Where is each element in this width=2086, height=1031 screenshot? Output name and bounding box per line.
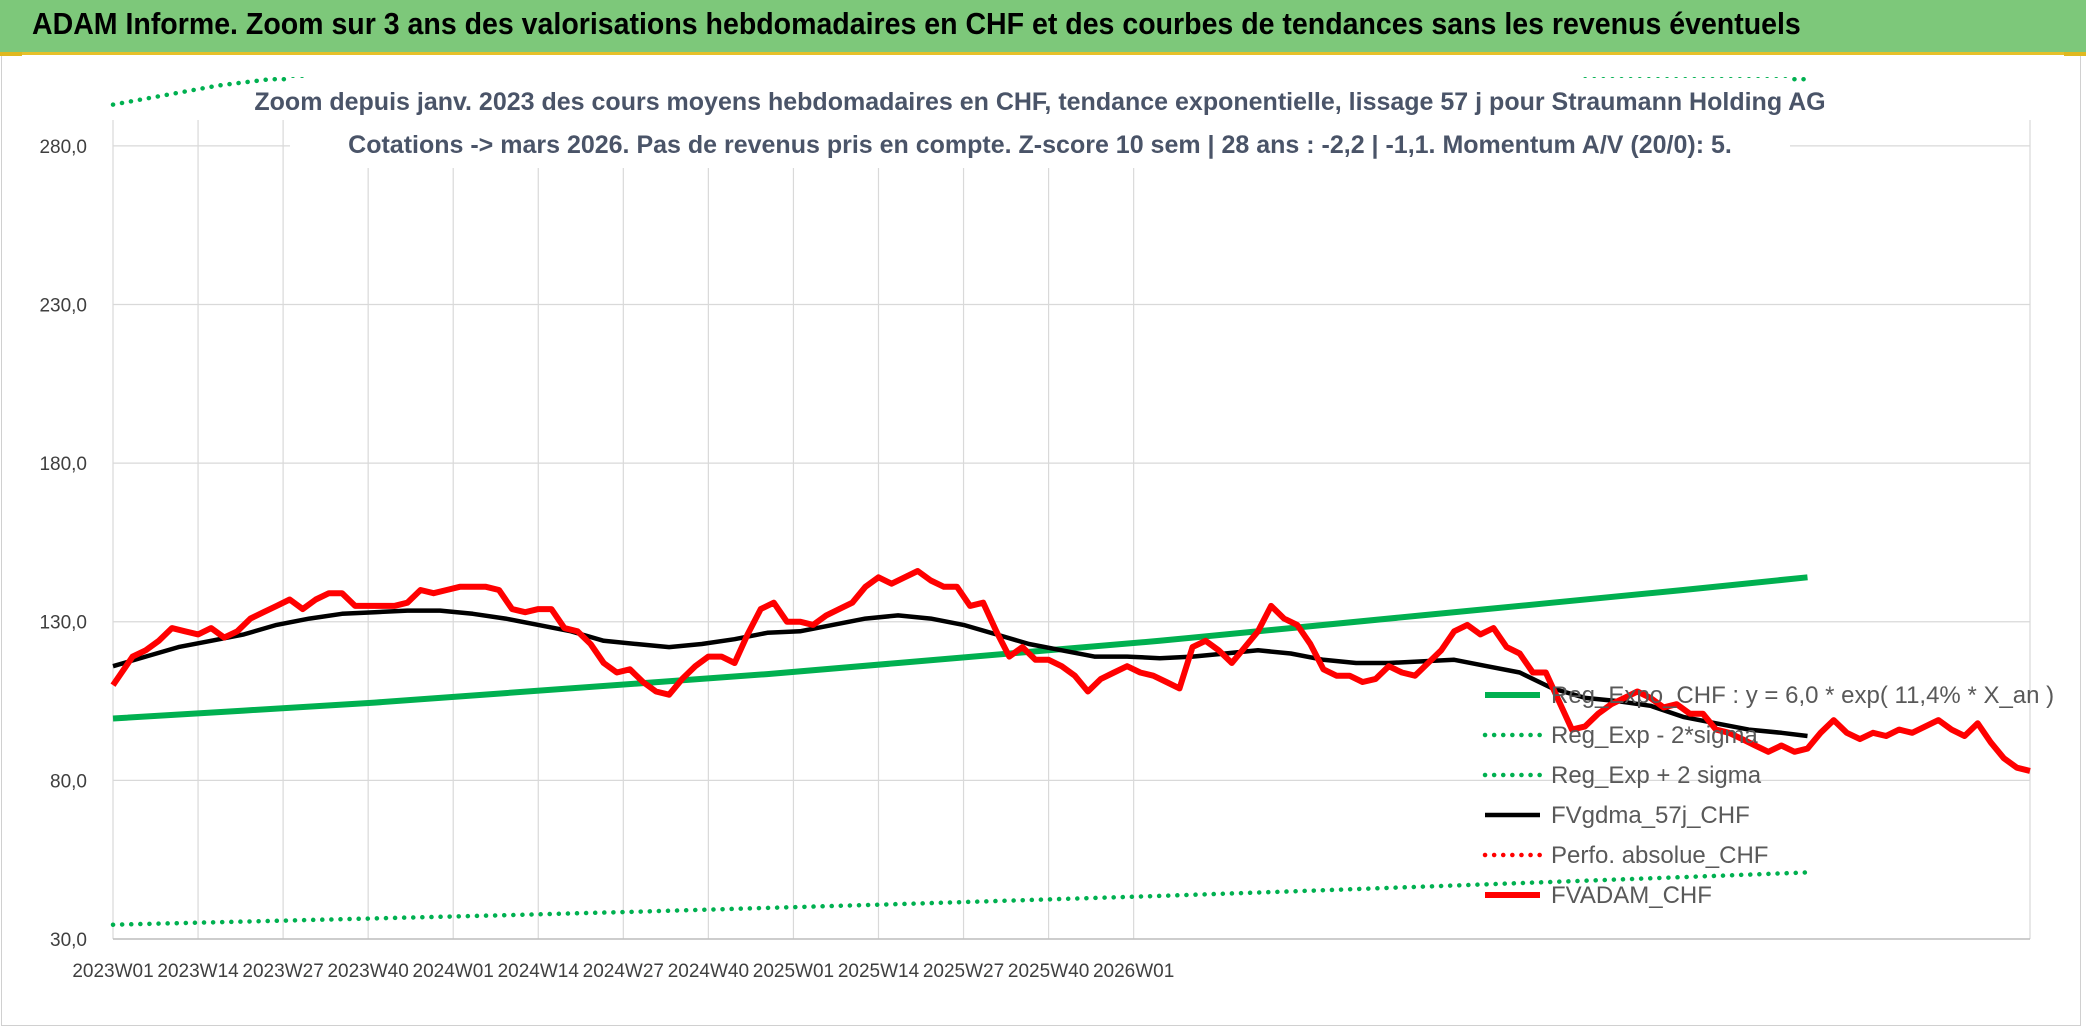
y-tick-label: 280,0: [39, 137, 87, 158]
x-axis-ticks: 2023W01 2023W14 2023W27 2023W40 2024W01 2024W…: [72, 961, 1174, 982]
banner-title: ADAM Informe. Zoom sur 3 ans des valoris…: [32, 6, 1801, 41]
y-tick-label: 180,0: [39, 454, 87, 475]
x-tick-label: 2024W14: [498, 961, 580, 982]
legend-label: Reg_Expo_CHF : y = 6,0 * exp( 11,4% * X_…: [1551, 682, 2054, 709]
chart-legend: Reg_Expo_CHF : y = 6,0 * exp( 11,4% * X_…: [1482, 682, 2054, 909]
x-tick-label: 2024W27: [583, 961, 664, 982]
x-tick-label: 2024W40: [668, 961, 749, 982]
y-tick-label: 130,0: [39, 613, 87, 634]
x-tick-label: 2025W01: [753, 961, 834, 982]
x-tick-label: 2026W01: [1093, 961, 1174, 982]
x-tick-label: 2023W27: [242, 961, 323, 982]
y-tick-label: 30,0: [50, 930, 87, 951]
banner-corner-right: [2064, 52, 2086, 56]
x-tick-label: 2025W14: [838, 961, 920, 982]
banner-corner-left: [0, 52, 22, 56]
series-line-2: [110, 76, 312, 107]
y-tick-label: 230,0: [39, 295, 87, 316]
chart-series: [110, 76, 2031, 927]
x-tick-label: 2023W14: [157, 961, 239, 982]
chart-frame: [1, 56, 2081, 1026]
x-tick-label: 2023W01: [72, 961, 153, 982]
legend-label: Reg_Exp - 2*sigma: [1551, 722, 1758, 749]
x-tick-label: 2025W27: [923, 961, 1004, 982]
chart-title: Zoom depuis janv. 2023 des cours moyens …: [254, 88, 1825, 116]
x-tick-label: 2024W01: [413, 961, 494, 982]
x-tick-label: 2025W40: [1008, 961, 1089, 982]
legend-label: FVgdma_57j_CHF: [1551, 802, 1750, 829]
legend-label: FVADAM_CHF: [1551, 882, 1712, 909]
legend-label: Perfo. absolue_CHF: [1551, 842, 1768, 869]
title-backdrop: [290, 78, 1790, 168]
series-line-5: [110, 568, 2031, 774]
series-line-0: [112, 574, 1808, 722]
y-tick-label: 80,0: [50, 771, 87, 792]
legend-label: Reg_Exp + 2 sigma: [1551, 762, 1762, 789]
y-axis-ticks: 30,0 80,0 130,0 180,0 230,0 280,0: [39, 137, 87, 951]
page-banner: ADAM Informe. Zoom sur 3 ans des valoris…: [0, 0, 2086, 55]
series-line-1: [110, 870, 1810, 927]
series-line-3: [112, 608, 1808, 739]
x-tick-label: 2023W40: [327, 961, 408, 982]
chart-subtitle: Cotations -> mars 2026. Pas de revenus p…: [348, 131, 1732, 159]
